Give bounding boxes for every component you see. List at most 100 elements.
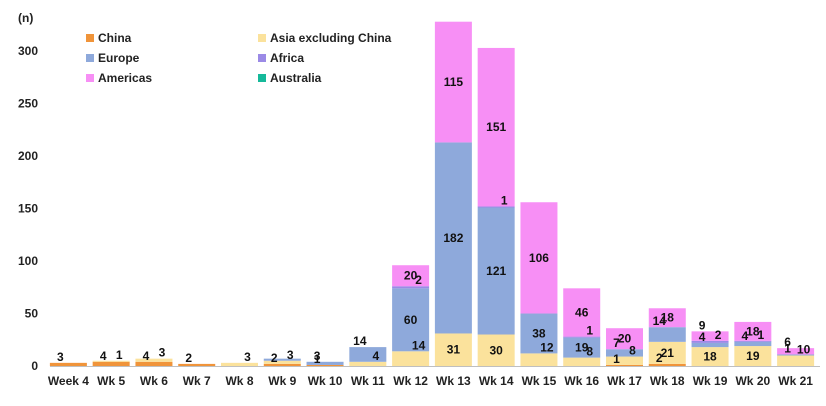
data-label: 2 — [715, 328, 722, 342]
data-label: 18 — [746, 324, 760, 338]
data-label: 14 — [412, 338, 426, 352]
bar-segment — [777, 355, 815, 366]
bar-segment — [734, 340, 772, 342]
bar-segment — [520, 313, 558, 354]
y-tick-label: 150 — [18, 202, 38, 216]
x-tick-label: Wk 5 — [97, 374, 125, 388]
bar-segment — [734, 341, 772, 347]
legend-label: Asia excluding China — [270, 31, 392, 45]
data-label: 4 — [143, 349, 150, 363]
legend-label: Australia — [270, 71, 322, 85]
bar-segment — [606, 356, 643, 365]
y-tick-label: 0 — [31, 359, 38, 373]
data-label: 18 — [661, 311, 675, 325]
data-label: 2 — [271, 351, 278, 365]
x-tick-label: Wk 9 — [268, 374, 296, 388]
legend-label: China — [98, 31, 132, 45]
data-label: 3 — [314, 349, 321, 363]
bar-segment — [734, 346, 772, 366]
bar-segment — [135, 361, 173, 366]
data-label: 10 — [797, 343, 811, 357]
data-label: 46 — [575, 305, 589, 319]
bar-segment — [92, 361, 130, 366]
y-tick-label: 300 — [18, 44, 38, 58]
bar-segment — [178, 363, 216, 366]
data-label: 1 — [116, 348, 123, 362]
data-label: 20 — [404, 269, 418, 283]
legend-label: Africa — [270, 51, 304, 65]
data-label: 4 — [100, 349, 107, 363]
data-label: 1 — [784, 341, 791, 355]
data-label: 9 — [699, 318, 706, 332]
bar-segment — [263, 358, 301, 361]
data-label: 1 — [586, 324, 593, 338]
bar-segment — [777, 354, 815, 356]
data-label: 8 — [629, 344, 636, 358]
legend-swatch — [86, 54, 94, 62]
bar-segment — [306, 364, 344, 366]
data-label: 151 — [486, 120, 506, 134]
data-label: 60 — [404, 313, 418, 327]
bar-segment — [392, 351, 430, 366]
data-labels: 3 4 1 4 3 2 3 2 3 13 414 14602203118211530121115112… — [57, 75, 811, 366]
data-label: 19 — [575, 341, 589, 355]
x-tick-label: Wk 13 — [436, 374, 471, 388]
bar-segment — [734, 321, 772, 341]
bar-segment — [520, 353, 558, 366]
data-label: 2 — [656, 351, 663, 365]
x-tick-label: Wk 17 — [607, 374, 642, 388]
legend-label: Americas — [98, 71, 152, 85]
data-label: 20 — [618, 332, 632, 346]
bar-segment — [434, 333, 472, 366]
x-tick-label: Wk 14 — [479, 374, 514, 388]
axes: (n) 0 50 100 150 200 250 300 Week 4 Wk 5 Wk 6 Wk 7 W… — [18, 11, 820, 388]
x-tick-label: Wk 8 — [225, 374, 253, 388]
bar-segment — [648, 327, 686, 342]
bar-segment — [349, 347, 387, 362]
bar-segment — [691, 331, 729, 341]
data-label: 14 — [353, 334, 367, 348]
data-label: 3 — [159, 346, 166, 360]
data-label: 3 — [244, 350, 251, 364]
data-label: 18 — [703, 350, 717, 364]
bar-segment — [263, 363, 301, 366]
bar-segment — [477, 206, 515, 208]
data-label: 121 — [486, 264, 506, 278]
data-label: 12 — [540, 340, 554, 354]
x-tick-label: Wk 18 — [650, 374, 685, 388]
data-label: 31 — [447, 343, 461, 357]
bar-segment — [135, 358, 173, 362]
data-label: 4 — [372, 349, 379, 363]
bar-segment — [434, 142, 472, 334]
data-label: 3 — [287, 348, 294, 362]
bar-segment — [477, 334, 515, 366]
data-label: 7 — [613, 336, 620, 350]
data-label: 14 — [653, 314, 667, 328]
bar-segment — [392, 265, 430, 287]
bar-segment — [563, 337, 601, 358]
bar-segment — [477, 207, 515, 335]
legend-swatch — [86, 74, 94, 82]
x-tick-label: Wk 10 — [308, 374, 343, 388]
data-label: 1 — [501, 193, 508, 207]
data-label: 4 — [741, 329, 748, 343]
data-label: 30 — [489, 343, 503, 357]
bar-segment — [648, 308, 686, 328]
legend-swatch — [86, 34, 94, 42]
legend-swatch — [258, 34, 266, 42]
y-tick-label: 250 — [18, 97, 38, 111]
bar-segment — [263, 360, 301, 364]
bar-segment — [563, 357, 601, 366]
legend-label: Europe — [98, 51, 140, 65]
bar-segment — [306, 361, 344, 365]
bar-segment — [563, 336, 601, 338]
bar-segment — [434, 21, 472, 143]
x-tick-label: Wk 15 — [522, 374, 557, 388]
legend-swatch — [258, 74, 266, 82]
x-tick-label: Wk 7 — [183, 374, 211, 388]
bar-segment — [648, 341, 686, 364]
bar-segment — [221, 362, 258, 366]
data-label: 3 — [57, 350, 64, 364]
